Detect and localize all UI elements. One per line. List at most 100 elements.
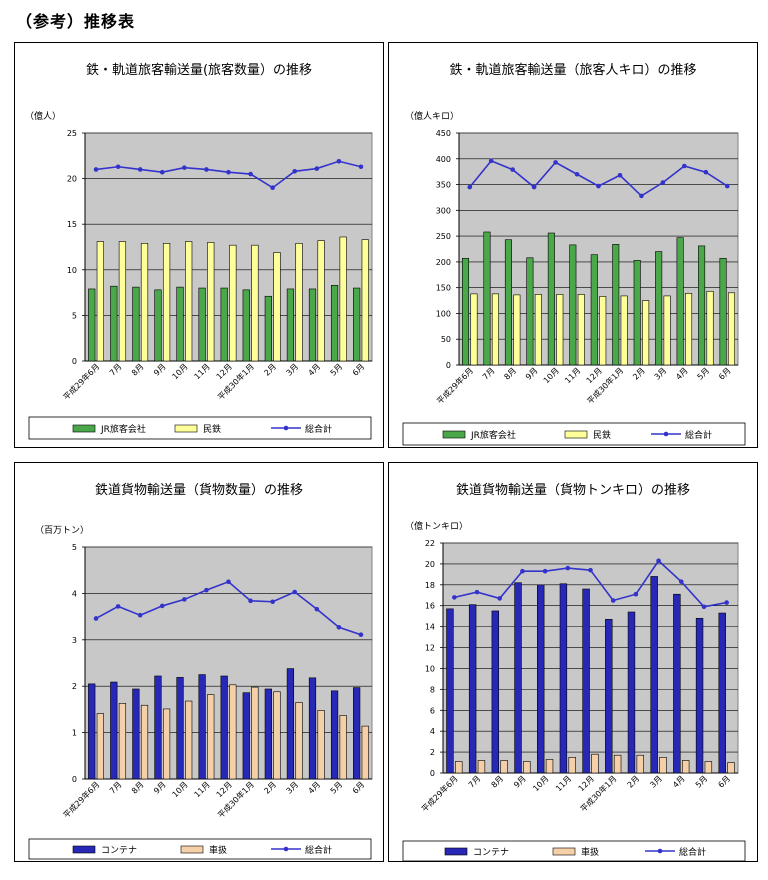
y-axis-label: （百万トン） (35, 525, 89, 536)
plot-area (458, 132, 739, 366)
bar-primary (132, 286, 140, 362)
y-tick-label: 1 (72, 729, 77, 738)
legend-swatch (180, 845, 204, 854)
y-axis-label: （億トンキロ） (405, 520, 468, 532)
x-tick-label: 平成29年6月 (419, 773, 460, 814)
total-point (633, 591, 639, 597)
total-point (137, 167, 143, 172)
total-point (226, 579, 231, 585)
x-tick-label: 8月 (130, 362, 146, 378)
bar-primary (514, 582, 522, 774)
y-tick-label: 0 (430, 769, 435, 778)
total-point (574, 171, 580, 177)
legend-label: 総合計 (679, 846, 706, 858)
legend-label: 総合計 (305, 844, 332, 856)
bar-primary (698, 245, 706, 366)
y-tick-label: 250 (436, 232, 451, 241)
bar-secondary (185, 700, 193, 780)
legend-marker (283, 425, 289, 431)
bar-primary (491, 610, 500, 774)
x-tick-label: 5月 (329, 362, 345, 378)
x-tick-label: 12月 (215, 780, 234, 799)
y-tick-label: 350 (436, 181, 451, 190)
bar-primary (176, 677, 184, 780)
y-tick-label: 450 (436, 129, 451, 138)
y-tick-label: 4 (430, 727, 435, 736)
chart-title: 鉄道貨物輸送量（貨物数量）の推移 (94, 483, 303, 498)
legend-label: コンテナ (473, 847, 509, 858)
y-tick-label: 4 (72, 589, 77, 598)
bar-primary (353, 687, 361, 780)
bar-primary (110, 681, 118, 780)
y-tick-label: 150 (436, 284, 451, 293)
bar-primary (220, 287, 228, 362)
bar-secondary (361, 239, 369, 362)
total-point (248, 171, 253, 177)
legend-label: 民鉄 (203, 423, 221, 435)
total-point (553, 160, 558, 165)
total-point (358, 164, 364, 170)
bar-primary (650, 576, 658, 774)
total-point (336, 624, 342, 630)
x-tick-label: 7月 (481, 366, 497, 382)
chart-title: 鉄・軌道旅客輸送量(旅客数量）の推移 (85, 63, 313, 78)
y-tick-label: 20 (425, 560, 435, 569)
bar-secondary (273, 691, 281, 780)
total-point (497, 596, 503, 601)
bar-primary (308, 288, 317, 362)
bar-secondary (681, 760, 690, 774)
bar-secondary (577, 294, 585, 366)
total-point (226, 169, 231, 175)
bar-primary (590, 254, 598, 366)
bar-secondary (118, 241, 127, 362)
total-point (542, 568, 548, 574)
bar-secondary (642, 300, 650, 366)
x-tick-label: 8月 (490, 774, 506, 790)
x-tick-label: 7月 (467, 774, 483, 790)
x-tick-label: 8月 (130, 780, 146, 796)
total-point (93, 616, 99, 621)
legend-marker (663, 431, 669, 437)
bar-secondary (491, 293, 499, 366)
bar-primary (718, 612, 726, 774)
bar-primary (176, 286, 184, 362)
x-tick-label: 7月 (108, 362, 124, 378)
y-tick-label: 10 (67, 266, 77, 275)
total-point (701, 604, 707, 610)
plot-area (442, 542, 739, 774)
bar-primary (633, 260, 641, 366)
bar-secondary (96, 241, 104, 362)
bar-primary (461, 257, 470, 366)
x-tick-label: 3月 (653, 366, 669, 382)
bar-primary (308, 677, 317, 780)
total-point (314, 166, 320, 171)
bar-primary (220, 675, 228, 780)
chart-panel-passenger-km: 鉄・軌道旅客輸送量（旅客人キロ）の推移 （億人キロ） 0 50 100 150 200 25… (388, 42, 758, 448)
x-tick-label: 9月 (152, 362, 168, 378)
x-tick-label: 3月 (285, 362, 301, 378)
bar-primary (676, 237, 684, 366)
x-tick-label: 12月 (215, 362, 234, 381)
x-tick-label: 11月 (193, 362, 212, 381)
x-tick-label: 2月 (626, 774, 642, 790)
total-point (610, 598, 616, 603)
bar-secondary (685, 293, 693, 366)
legend-label: 車扱 (209, 844, 227, 856)
y-tick-label: 400 (436, 155, 451, 164)
total-point (565, 565, 571, 571)
bar-secondary (568, 757, 576, 774)
total-point (488, 158, 494, 164)
total-point (159, 169, 165, 175)
total-point (182, 597, 187, 602)
bar-secondary (207, 694, 215, 780)
x-tick-label: 3月 (285, 780, 301, 796)
bar-primary (330, 285, 339, 362)
legend-swatch (564, 430, 588, 439)
y-tick-label: 18 (425, 581, 435, 590)
bar-primary (483, 231, 491, 366)
bar-primary (264, 688, 272, 780)
y-tick-label: 5 (72, 543, 77, 552)
y-tick-label: 0 (72, 357, 77, 366)
bar-secondary (273, 252, 281, 362)
